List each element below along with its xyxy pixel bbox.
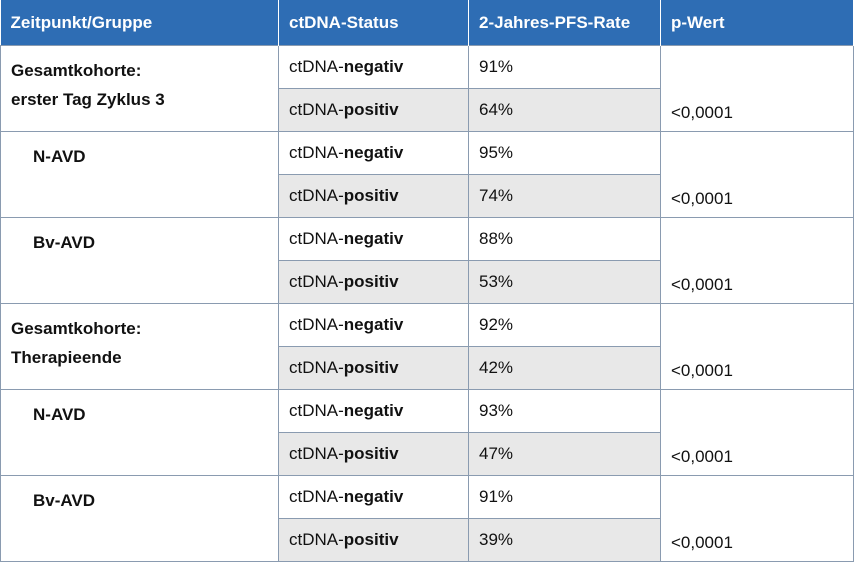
table-row: ctDNA-positiv 39% xyxy=(1,518,854,562)
table-row: N-AVD ctDNA-negativ 93% <0,0001 xyxy=(0,389,854,476)
rate-cell: 39% xyxy=(468,518,661,562)
header-cell: Zeitpunkt/Gruppe xyxy=(0,0,279,46)
table-row: Bv-AVD ctDNA-negativ 88% <0,0001 xyxy=(0,217,854,304)
group-label: Bv-AVD xyxy=(33,491,96,510)
status-value: positiv xyxy=(343,272,399,291)
table-row: ctDNA-positiv 53% xyxy=(1,260,854,304)
status-cell: ctDNA-positiv xyxy=(278,518,469,562)
rate-cell: 92% xyxy=(468,303,661,347)
group-label: N-AVD xyxy=(33,147,86,166)
status-prefix: ctDNA- xyxy=(289,401,344,420)
status-prefix: ctDNA- xyxy=(289,315,344,334)
group-label: Bv-AVD xyxy=(33,233,96,252)
group-cell: Bv-AVD xyxy=(0,217,279,304)
p-value-cell: <0,0001 xyxy=(660,217,854,304)
rate-cell: 74% xyxy=(468,174,661,218)
table-row: ctDNA-positiv 47% xyxy=(1,432,854,476)
header-cell: 2-Jahres-PFS-Rate xyxy=(468,0,661,46)
status-value: positiv xyxy=(343,186,399,205)
status-cell: ctDNA-negativ xyxy=(278,303,469,347)
status-value: negativ xyxy=(343,315,404,334)
status-cell: ctDNA-positiv xyxy=(278,432,469,476)
rate-cell: 91% xyxy=(468,45,661,89)
status-cell: ctDNA-negativ xyxy=(278,131,469,175)
status-cell: ctDNA-negativ xyxy=(278,475,469,519)
group-cell: N-AVD xyxy=(0,131,279,218)
status-cell: ctDNA-positiv xyxy=(278,174,469,218)
status-value: positiv xyxy=(343,358,399,377)
rate-cell: 47% xyxy=(468,432,661,476)
group-label: Therapieende xyxy=(11,348,122,367)
table-row: Gesamtkohorte: erster Tag Zyklus 3 ctDNA-n… xyxy=(0,45,854,132)
table-row: N-AVD ctDNA-negativ 95% <0,0001 xyxy=(0,131,854,218)
status-value: negativ xyxy=(343,487,404,506)
status-cell: ctDNA-negativ xyxy=(278,217,469,261)
status-value: negativ xyxy=(343,401,404,420)
status-prefix: ctDNA- xyxy=(289,272,344,291)
rate-cell: 95% xyxy=(468,131,661,175)
status-cell: ctDNA-positiv xyxy=(278,88,469,132)
status-cell: ctDNA-negativ xyxy=(278,45,469,89)
table-row: ctDNA-positiv 74% xyxy=(1,174,854,218)
group-cell: N-AVD xyxy=(0,389,279,476)
status-value: negativ xyxy=(343,143,404,162)
status-prefix: ctDNA- xyxy=(289,358,344,377)
status-prefix: ctDNA- xyxy=(289,100,344,119)
rate-cell: 53% xyxy=(468,260,661,304)
group-label: erster Tag Zyklus 3 xyxy=(11,90,165,109)
status-prefix: ctDNA- xyxy=(289,530,344,549)
status-value: positiv xyxy=(343,444,399,463)
status-cell: ctDNA-positiv xyxy=(278,346,469,390)
table-row: ctDNA-positiv 42% xyxy=(1,346,854,390)
group-label: N-AVD xyxy=(33,405,86,424)
group-label: Gesamtkohorte: xyxy=(11,319,142,338)
header-row: Zeitpunkt/Gruppe ctDNA-Status 2-Jahres-PFS… xyxy=(0,0,854,46)
table-row: Gesamtkohorte: Therapieende ctDNA-negativ 9… xyxy=(0,303,854,390)
header-cell: p-Wert xyxy=(660,0,854,46)
status-prefix: ctDNA- xyxy=(289,444,344,463)
header-cell: ctDNA-Status xyxy=(278,0,469,46)
p-value-cell: <0,0001 xyxy=(660,45,854,132)
rate-cell: 42% xyxy=(468,346,661,390)
status-cell: ctDNA-positiv xyxy=(278,260,469,304)
p-value-cell: <0,0001 xyxy=(660,389,854,476)
p-value-cell: <0,0001 xyxy=(660,475,854,562)
status-value: negativ xyxy=(343,229,404,248)
group-label: Gesamtkohorte: xyxy=(11,61,142,80)
rate-cell: 88% xyxy=(468,217,661,261)
status-prefix: ctDNA- xyxy=(289,57,344,76)
status-prefix: ctDNA- xyxy=(289,143,344,162)
status-value: positiv xyxy=(343,530,399,549)
group-cell: Bv-AVD xyxy=(0,475,279,562)
group-cell: Gesamtkohorte: Therapieende xyxy=(0,303,279,390)
p-value-cell: <0,0001 xyxy=(660,303,854,390)
status-value: positiv xyxy=(343,100,399,119)
table-row: Bv-AVD ctDNA-negativ 91% <0,0001 xyxy=(0,475,854,562)
rate-cell: 64% xyxy=(468,88,661,132)
status-value: negativ xyxy=(343,57,404,76)
group-cell: Gesamtkohorte: erster Tag Zyklus 3 xyxy=(0,45,279,132)
rate-cell: 91% xyxy=(468,475,661,519)
rate-cell: 93% xyxy=(468,389,661,433)
status-prefix: ctDNA- xyxy=(289,229,344,248)
status-prefix: ctDNA- xyxy=(289,186,344,205)
p-value-cell: <0,0001 xyxy=(660,131,854,218)
table-body: Gesamtkohorte: erster Tag Zyklus 3 ctDNA-n… xyxy=(0,45,854,562)
status-cell: ctDNA-negativ xyxy=(278,389,469,433)
table-row: ctDNA-positiv 64% xyxy=(1,88,854,132)
status-prefix: ctDNA- xyxy=(289,487,344,506)
